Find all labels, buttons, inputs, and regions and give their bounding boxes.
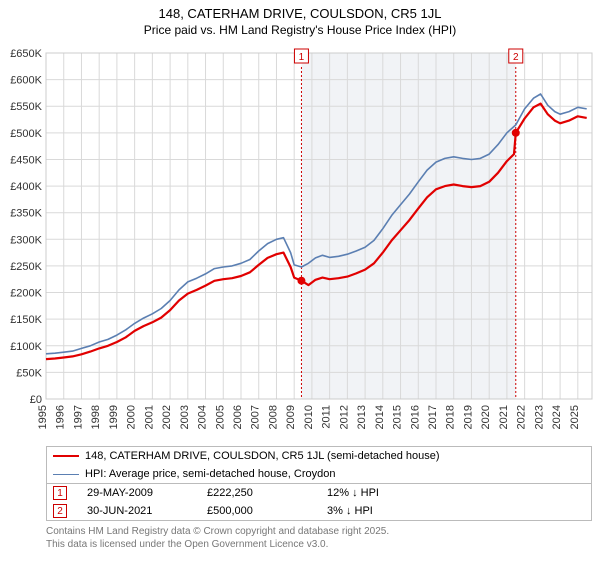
- y-tick-label: £100K: [10, 341, 42, 353]
- y-tick-label: £300K: [10, 234, 42, 246]
- chart-title: 148, CATERHAM DRIVE, COULSDON, CR5 1JL: [0, 6, 600, 21]
- info-block: 148, CATERHAM DRIVE, COULSDON, CR5 1JL (…: [46, 446, 592, 551]
- x-tick-label: 2003: [179, 405, 191, 429]
- event-date: 29-MAY-2009: [87, 487, 207, 499]
- event-row: 1 29-MAY-2009£222,25012% ↓ HPI: [47, 484, 591, 502]
- event-id-marker: 1: [53, 486, 67, 500]
- x-tick-label: 2016: [409, 405, 421, 429]
- legend-label: HPI: Average price, semi-detached house,…: [85, 468, 336, 480]
- y-tick-label: £650K: [10, 48, 42, 60]
- x-tick-label: 2014: [374, 405, 386, 429]
- x-tick-label: 2011: [321, 405, 333, 429]
- x-tick-label: 1996: [55, 405, 67, 429]
- y-tick-label: £400K: [10, 181, 42, 193]
- x-tick-label: 2015: [392, 405, 404, 429]
- x-tick-label: 2023: [533, 405, 545, 429]
- x-tick-label: 1997: [72, 405, 84, 429]
- x-tick-label: 2007: [250, 405, 262, 429]
- event-delta: 3% ↓ HPI: [327, 505, 447, 517]
- x-tick-label: 2009: [285, 405, 297, 429]
- y-tick-label: £200K: [10, 288, 42, 300]
- y-tick-label: £450K: [10, 154, 42, 166]
- x-tick-label: 2021: [498, 405, 510, 429]
- x-tick-label: 2024: [551, 405, 563, 429]
- chart-subtitle: Price paid vs. HM Land Registry's House …: [0, 23, 600, 37]
- attribution: Contains HM Land Registry data © Crown c…: [46, 525, 592, 551]
- x-tick-label: 2005: [214, 405, 226, 429]
- x-tick-label: 2019: [462, 405, 474, 429]
- event-marker-label: 2: [513, 52, 519, 63]
- event-price: £222,250: [207, 487, 327, 499]
- x-tick-label: 2017: [427, 405, 439, 429]
- x-tick-label: 2012: [338, 405, 350, 429]
- legend-swatch: [53, 455, 79, 457]
- events-table: 1 29-MAY-2009£222,25012% ↓ HPI 2 30-JUN-202…: [46, 484, 592, 521]
- x-tick-label: 1999: [108, 405, 120, 429]
- x-tick-label: 2010: [303, 405, 315, 429]
- x-tick-label: 1995: [37, 405, 49, 429]
- x-tick-label: 2000: [126, 405, 138, 429]
- legend-swatch: [53, 474, 79, 475]
- x-tick-label: 2002: [161, 405, 173, 429]
- legend-row-hpi: HPI: Average price, semi-detached house,…: [47, 465, 591, 483]
- event-price: £500,000: [207, 505, 327, 517]
- y-tick-label: £600K: [10, 75, 42, 87]
- x-tick-label: 2004: [197, 405, 209, 429]
- y-tick-label: £0: [30, 394, 42, 406]
- y-tick-label: £350K: [10, 208, 42, 220]
- x-tick-label: 2001: [143, 405, 155, 429]
- sale-marker: [512, 129, 520, 137]
- event-delta: 12% ↓ HPI: [327, 487, 447, 499]
- shade-region: [301, 53, 515, 399]
- y-tick-label: £550K: [10, 101, 42, 113]
- sale-marker: [297, 277, 305, 285]
- legend: 148, CATERHAM DRIVE, COULSDON, CR5 1JL (…: [46, 446, 592, 484]
- chart-svg: £0 £50K £100K £150K £200K £250K £300K £350K £400…: [0, 43, 600, 443]
- y-tick-label: £50K: [16, 367, 42, 379]
- legend-row-price_paid: 148, CATERHAM DRIVE, COULSDON, CR5 1JL (…: [47, 447, 591, 465]
- x-tick-label: 2020: [480, 405, 492, 429]
- y-tick-label: £500K: [10, 128, 42, 140]
- x-tick-label: 2006: [232, 405, 244, 429]
- attrib-line2: This data is licensed under the Open Gov…: [46, 538, 592, 551]
- event-date: 30-JUN-2021: [87, 505, 207, 517]
- event-marker-label: 1: [299, 52, 305, 63]
- event-id-marker: 2: [53, 504, 67, 518]
- x-tick-label: 2013: [356, 405, 368, 429]
- y-tick-label: £150K: [10, 314, 42, 326]
- x-tick-label: 1998: [90, 405, 102, 429]
- y-tick-label: £250K: [10, 261, 42, 273]
- x-tick-label: 2018: [445, 405, 457, 429]
- legend-label: 148, CATERHAM DRIVE, COULSDON, CR5 1JL (…: [85, 450, 440, 462]
- chart-area: £0 £50K £100K £150K £200K £250K £300K £350K £400…: [0, 43, 600, 443]
- attrib-line1: Contains HM Land Registry data © Crown c…: [46, 525, 592, 538]
- event-row: 2 30-JUN-2021£500,0003% ↓ HPI: [47, 502, 591, 520]
- x-tick-label: 2025: [569, 405, 581, 429]
- x-tick-label: 2008: [267, 405, 279, 429]
- x-tick-label: 2022: [516, 405, 528, 429]
